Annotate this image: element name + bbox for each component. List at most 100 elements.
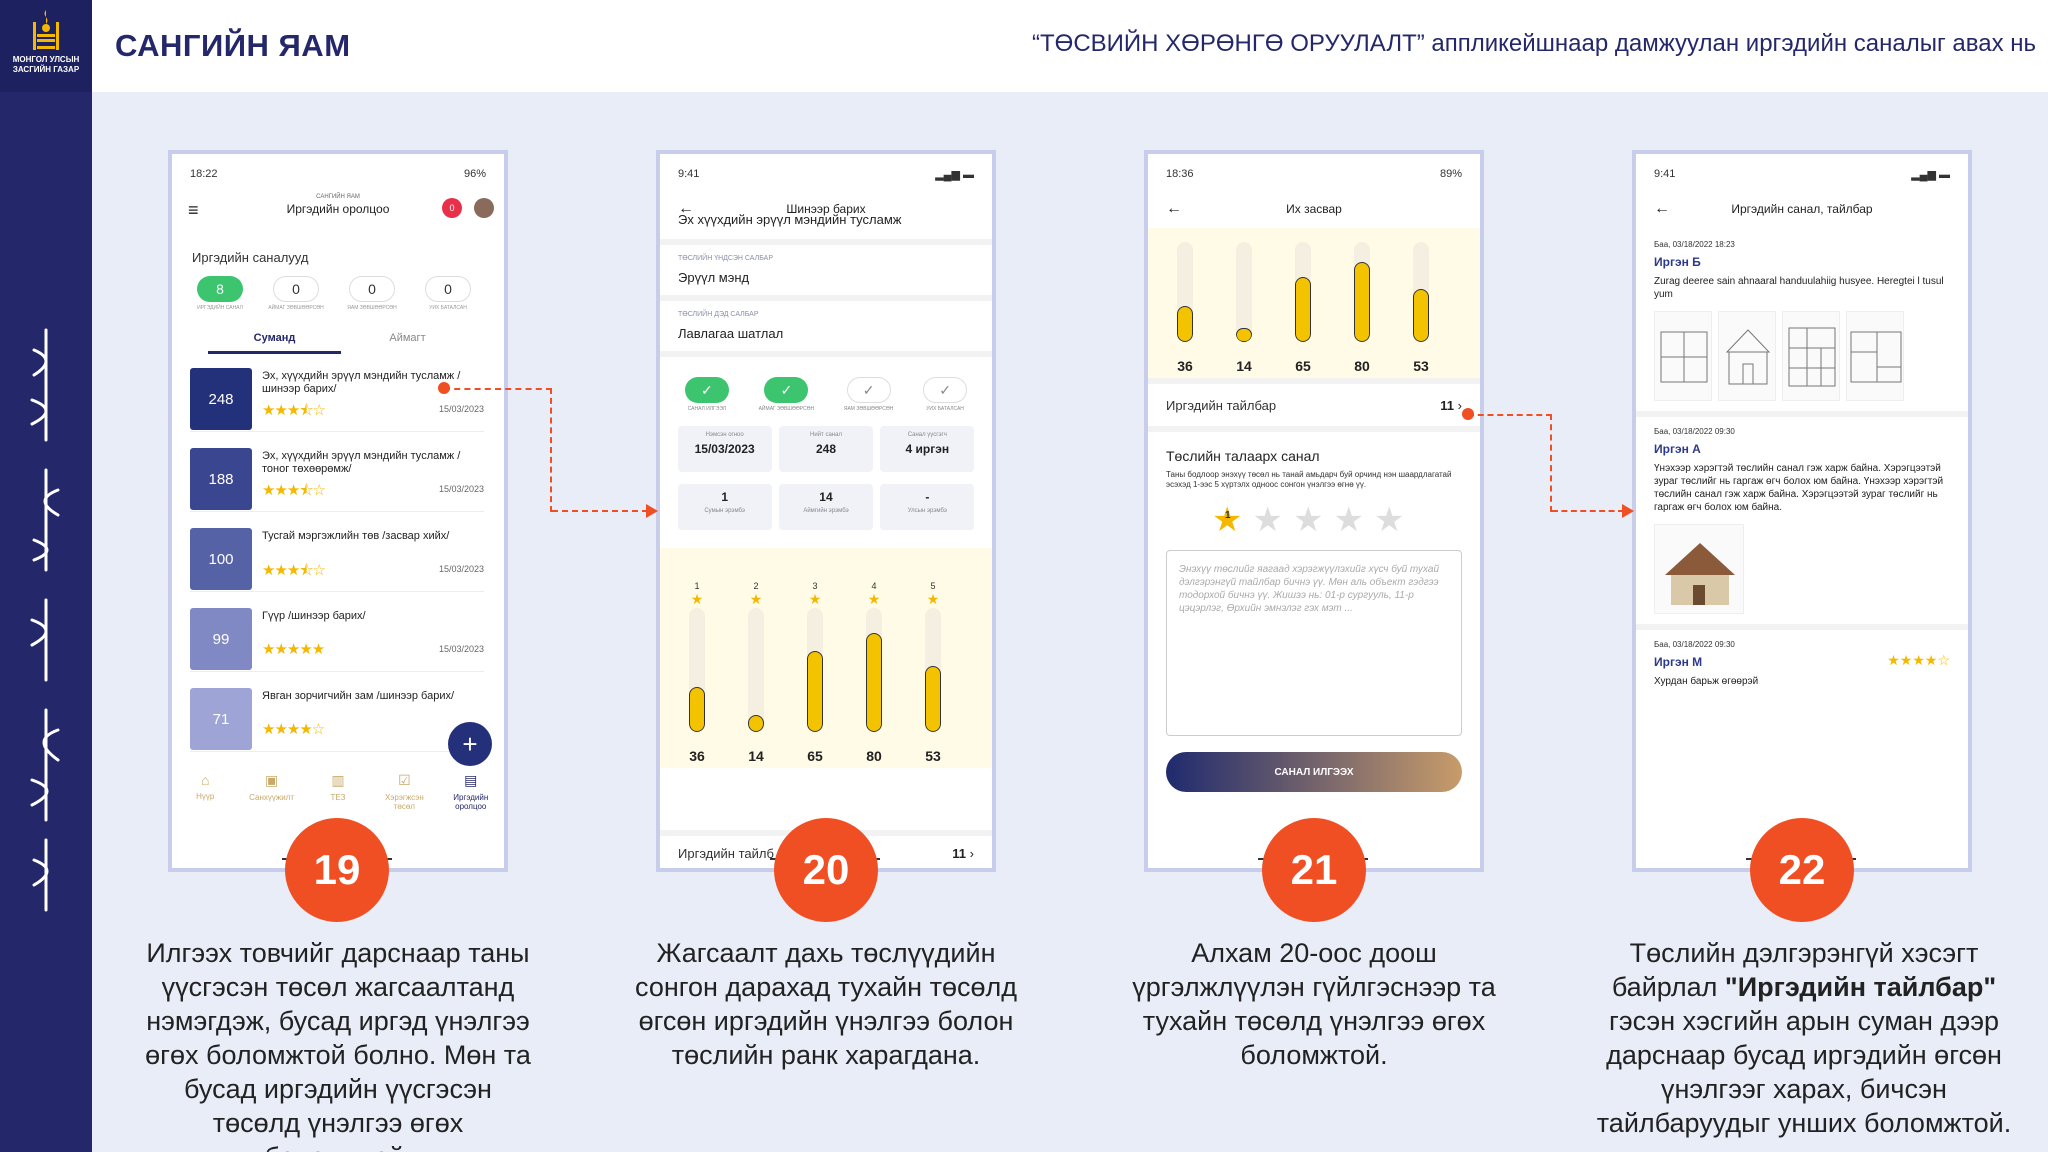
project-date: 15/03/2023 (438, 564, 484, 574)
app-header: ≡ САНГИЙН ЯАМ Иргэдийн оролцоо 0 (172, 194, 504, 234)
bar-track (866, 608, 882, 732)
info-value: 1 (721, 490, 728, 504)
battery-level: 89% (1439, 168, 1462, 180)
floor-plan-image[interactable] (1718, 311, 1776, 401)
check-icon: ✓ (846, 377, 891, 403)
comment-author: Иргэн Б (1654, 255, 1701, 269)
comment-date: Баа, 03/18/2022 09:30 (1654, 640, 1735, 649)
send-rating-button[interactable]: САНАЛ ИЛГЭЭХ (1166, 752, 1462, 792)
project-date: 15/03/2023 (438, 484, 484, 494)
status-counter[interactable]: 8 ИРГЭДИЙН САНАЛ (192, 276, 248, 311)
comment-textarea[interactable]: Энэхүү төслийг яагаад хэрэгжүүлэхийг хүс… (1166, 550, 1462, 736)
project-name: Эх хүүхдийн эрүүл мэндийн тусламж (660, 212, 992, 245)
comment-item: Баа, 03/18/2022 09:30 Иргэн А Үнэхээр хэ… (1636, 417, 1968, 630)
project-title: Явган зорчигчийн зам /шинээр барих/ (262, 690, 455, 702)
caption-22-bold: "Иргэдийн тайлбар" (1724, 972, 1997, 1002)
vote-count-badge: 71 (190, 688, 252, 750)
approval-step: ✓ УИХ БАТАЛСАН (923, 377, 968, 412)
counter-value: 0 (349, 276, 395, 302)
star-icon[interactable]: ★ (1292, 501, 1324, 539)
tab-suman[interactable]: Суманд (208, 332, 341, 354)
menu-icon[interactable]: ≡ (188, 200, 199, 220)
info-box: Нэмсэн огноо 15/03/2023 (677, 426, 772, 472)
floor-plan-image[interactable] (1846, 311, 1904, 401)
comments-row[interactable]: Иргэдийн тайлбар 11 › (1148, 378, 1480, 432)
check-icon: ✓ (764, 377, 809, 403)
bar-column (1351, 242, 1373, 342)
attachment-thumbnails (1654, 311, 1950, 401)
top-bar (92, 0, 2048, 92)
bar-track (1236, 242, 1252, 342)
step-label: УИХ БАТАЛСАН (926, 406, 964, 412)
slide-subtitle: “ТӨСВИЙН ХӨРӨНГӨ ОРУУЛАЛТ” аппликейшнаар… (1032, 30, 2036, 57)
project-title: Эх, хүүхдийн эрүүл мэндийн тусламж /тоно… (262, 450, 461, 475)
approval-stepper: ✓ САНАЛ ИЛГЭЭЛ ✓ АЙМАГ ЗӨВШӨӨРСӨН ✓ ЯАМ ЗӨВШӨ… (660, 357, 992, 420)
tab-aimagt[interactable]: Аймагт (389, 332, 426, 344)
star-rating: ★★★⯪☆ (262, 482, 326, 499)
star-icon[interactable]: ★ (1373, 501, 1405, 539)
comment-item: Баа, 03/18/2022 09:30 Иргэн М ★★★★☆ Хурд… (1636, 630, 1968, 698)
bar (748, 715, 764, 732)
field-sub-sector: ТӨСЛИЙН ДЭД САЛБАР Лавлагаа шатлал (660, 301, 992, 357)
list-item[interactable]: 100 Тусгай мэргэжлийн төв /засвар хийх/ ★★… (190, 520, 484, 592)
step-label: АЙМАГ ЗӨВШӨӨРСӨН (758, 406, 815, 412)
bar-column (1292, 242, 1314, 342)
nav-item[interactable]: ▥ ТЕЗ (308, 764, 368, 824)
chevron-right-icon[interactable]: › (969, 845, 974, 861)
floor-plan-image[interactable] (1654, 311, 1712, 401)
step-badge-19: 19 (285, 818, 389, 922)
info-label: Нийт санал (810, 432, 842, 438)
star-icon[interactable]: ★ 1 (1212, 501, 1243, 539)
star-icon[interactable]: ★ (1333, 501, 1364, 539)
vote-count-badge: 99 (190, 608, 252, 670)
list-item[interactable]: 71 Явган зорчигчийн зам /шинээр барих/ ★★★… (190, 680, 484, 752)
star-rating-input[interactable]: ★ 1 ★ ★ ★ ★ (1148, 490, 1480, 550)
status-counter[interactable]: 0 АЙМАГ ЗӨВШӨӨРСӨН (268, 276, 324, 311)
list-item[interactable]: 248 Эх, хүүхдийн эрүүл мэндийн тусламж /ш… (190, 360, 484, 432)
list-item[interactable]: 99 Гүүр /шинээр барих/ ★★★★★ 15/03/2023 (190, 600, 484, 672)
nav-item[interactable]: ☑ Хэрэгжсэн төсөл (374, 764, 434, 824)
bar-value-label: 80 (1354, 358, 1370, 374)
star-icon[interactable]: ★ (1252, 501, 1283, 539)
back-arrow-icon[interactable]: ← (1654, 200, 1670, 217)
back-arrow-icon[interactable]: ← (678, 200, 694, 217)
nav-item[interactable]: ▣ Санхүүжилт (242, 764, 302, 824)
bar-track (807, 608, 823, 732)
project-title: Эх, хүүхдийн эрүүл мэндийн тусламж /шинэ… (262, 370, 461, 395)
vote-count-badge: 188 (190, 448, 252, 510)
back-arrow-icon[interactable]: ← (1166, 200, 1182, 217)
field-label: ТӨСЛИЙН ДЭД САЛБАР (678, 311, 759, 318)
comments-row-label: Иргэдийн тайлбар (1166, 397, 1277, 413)
notification-badge[interactable]: 0 (442, 198, 462, 218)
house-render-image[interactable] (1654, 524, 1744, 614)
bar-column: 3 ★ (804, 581, 826, 732)
nav-item[interactable]: ▤ Иргэдийн оролцоо (441, 764, 501, 824)
counter-value: 0 (273, 276, 319, 302)
bar-value-label: 65 (1295, 358, 1311, 374)
bar (1236, 328, 1252, 342)
list-item[interactable]: 188 Эх, хүүхдийн эрүүл мэндийн тусламж /т… (190, 440, 484, 512)
rating-section-title: Төслийн талаарх санал (1166, 448, 1320, 464)
chevron-right-icon[interactable]: › (1457, 397, 1462, 413)
comment-text: Zurag deeree sain ahnaaral handuulahiig … (1654, 276, 1944, 300)
rating-bar-chart: 1 ★ 36 2 ★ 14 3 ★ 65 4 ★ 80 5 ★ 53 (660, 548, 992, 768)
bar-column: 4 ★ (863, 581, 885, 732)
left-sidebar: МОНГОЛ УЛСЫН ЗАСГИЙН ГАЗАР (0, 0, 92, 1152)
nav-item[interactable]: ⌂ Нүүр (175, 764, 235, 824)
bar (866, 633, 882, 732)
connector-dot (1462, 408, 1474, 420)
floor-plan-image[interactable] (1782, 311, 1840, 401)
bar (1295, 277, 1311, 342)
phone-screen-20: 9:41 ▂▄▆ ▬ ← Шинээр барих Эх хүүхдийн эр… (656, 150, 996, 872)
add-project-button[interactable]: + (448, 722, 492, 766)
vote-count-badge: 100 (190, 528, 252, 590)
status-counter[interactable]: 0 ЯАМ ЗӨВШӨӨРСӨН (344, 276, 400, 311)
app-header: ← Шинээр барих (660, 194, 992, 230)
bar (807, 651, 823, 732)
avatar[interactable] (474, 198, 494, 218)
info-row-2: 1 Сумын эрэмбэ 14 Аймгийн эрэмбэ - Улсын эрэм… (660, 478, 992, 536)
bar-value-label: 65 (807, 748, 823, 764)
status-counter[interactable]: 0 УИХ БАТАЛСАН (420, 276, 476, 311)
caption-21: Алхам 20-оос доош үргэлжлүүлэн гүйлгэснэ… (1132, 938, 1496, 1070)
bar (1354, 262, 1370, 342)
